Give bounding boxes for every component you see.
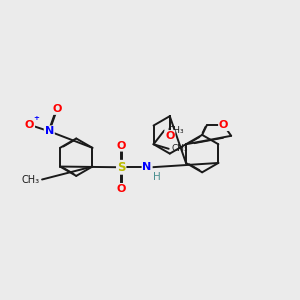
- Text: CH₃: CH₃: [172, 144, 188, 153]
- Text: N: N: [142, 162, 152, 172]
- Text: O: O: [52, 104, 62, 114]
- Text: O: O: [219, 120, 228, 130]
- Text: CH₃: CH₃: [167, 126, 184, 135]
- Text: CH₃: CH₃: [21, 175, 39, 184]
- Text: O: O: [25, 120, 34, 130]
- Text: +: +: [33, 115, 39, 121]
- Text: O: O: [165, 131, 175, 141]
- Text: S: S: [117, 161, 125, 174]
- Text: H: H: [153, 172, 161, 182]
- Text: O: O: [116, 184, 126, 194]
- Text: N: N: [45, 126, 54, 136]
- Text: O: O: [116, 141, 126, 151]
